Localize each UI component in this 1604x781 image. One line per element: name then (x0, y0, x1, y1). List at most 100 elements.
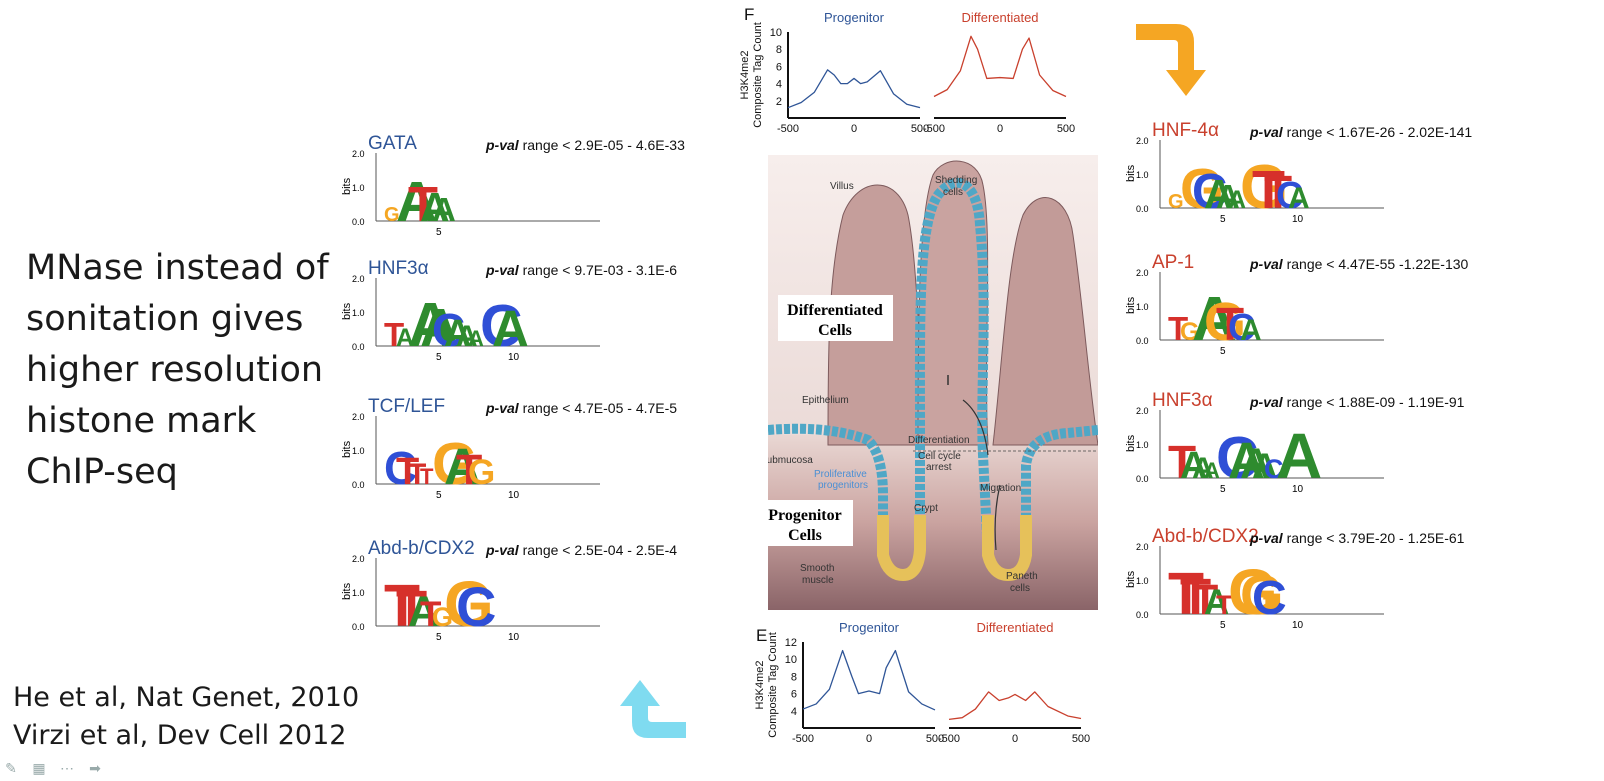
logo-ytick: 2.0 (1136, 542, 1149, 552)
progenitor-profile-line (787, 69, 921, 109)
logo-ytick: 1.0 (1136, 170, 1149, 180)
more-icon[interactable]: ⋯ (60, 760, 74, 776)
logo-xtick: 5 (436, 632, 442, 643)
logo-letter: T (384, 316, 404, 353)
logo-letter: T (384, 573, 420, 639)
profile-xtick: 500 (926, 733, 944, 745)
logo-letter: T (1168, 310, 1188, 347)
logo-letter: A (1252, 447, 1277, 486)
logo-letter: A (444, 313, 471, 355)
logo-letter: T (1252, 160, 1285, 220)
progenitor-cells-label-2: Cells (788, 527, 822, 544)
pval-text: range < 2.9E-05 - 4.6E-33 (522, 137, 685, 153)
logo-ylabel: bits (1125, 296, 1137, 314)
profile-ytick: 6 (776, 61, 782, 73)
logo-letter: A (1276, 420, 1322, 492)
logo-letter: C (1252, 572, 1287, 625)
pval-range: p-val range < 3.79E-20 - 1.25E-61 (1250, 530, 1464, 546)
differentiated-label: Differentiated (961, 10, 1038, 25)
logo-letter: C (432, 304, 465, 356)
logo-letter: C (456, 575, 496, 638)
logo-letter: T (1192, 576, 1218, 624)
logo-ytick: 2.0 (352, 149, 365, 159)
logo-letter: G (384, 204, 400, 226)
logo-letter: A (1228, 432, 1265, 489)
logo-letter: A (420, 298, 459, 358)
logo-ytick: 0.0 (1136, 474, 1149, 484)
motif-name: AP-1 (1152, 252, 1195, 273)
logo-letter: A (408, 588, 439, 636)
pval-range: p-val range < 2.5E-04 - 2.5E-4 (486, 542, 677, 558)
logo-letter: G (1240, 563, 1284, 626)
logo-letter: G (432, 602, 453, 632)
logo-letter: T (1216, 590, 1233, 620)
logo-ylabel: bits (341, 440, 353, 458)
progenitor-cells-box (768, 500, 853, 546)
differentiated-label: Differentiated (976, 620, 1053, 635)
crypt-label: Crypt (914, 503, 938, 514)
logo-xtick: 5 (1220, 214, 1226, 225)
migration-label: Migration (980, 483, 1021, 494)
pval-label: p-val (486, 262, 519, 278)
motif-name: HNF3α (368, 258, 429, 279)
logo-ylabel: bits (341, 177, 353, 195)
body-line: ChIP-seq (26, 452, 178, 492)
logo-xtick: 10 (508, 490, 520, 501)
logo-letter: A (1204, 171, 1234, 217)
logo-ytick: 1.0 (352, 308, 365, 318)
pval-range: p-val range < 1.88E-09 - 1.19E-91 (1250, 394, 1464, 410)
logo-letter: A (1204, 583, 1229, 622)
motif-logo-panel: GATA p-val range < 2.9E-05 - 4.6E-33 bits 2… (340, 133, 720, 243)
orange-curved-arrow-icon (1136, 24, 1206, 96)
logo-ytick: 0.0 (1136, 610, 1149, 620)
pval-label: p-val (1250, 256, 1283, 272)
cyan-curved-arrow-icon (620, 680, 686, 738)
logo-ytick: 2.0 (1136, 268, 1149, 278)
profile-ytick: 8 (776, 44, 782, 56)
logo-letter: A (1180, 445, 1207, 487)
logo-letter: T (396, 580, 427, 637)
shedding-label-1: Shedding (935, 175, 977, 186)
cell-cycle-label-1: Cell cycle (918, 451, 961, 462)
shedding-label-2: cells (943, 187, 963, 198)
logo-letter: G (1240, 153, 1288, 222)
profile-ylabel: H3K4me2 (740, 51, 751, 100)
logo-letter: C (1192, 165, 1227, 219)
motif-name: Abd-b/CDX2 (368, 538, 475, 559)
logo-xtick: 5 (436, 352, 442, 363)
slide-grid-icon[interactable]: ▦ (32, 760, 46, 776)
logo-ylabel: bits (1125, 164, 1137, 182)
proliferative-label-1: Proliferative (814, 469, 867, 480)
next-arrow-icon[interactable]: ➡ (89, 760, 101, 776)
logo-letter: G (1180, 318, 1199, 346)
differentiated-cells-label-2: Cells (818, 322, 852, 339)
profile-xtick: -500 (792, 733, 814, 745)
profile-xtick: 0 (1012, 733, 1018, 745)
progenitor-label: Progenitor (824, 10, 885, 25)
slideshow-toolbar: ✎ ▦ ⋯ ➡ (0, 760, 112, 778)
logo-ytick: 0.0 (352, 622, 365, 632)
logo-letter: C (1276, 175, 1303, 217)
logo-letter: A (1216, 178, 1240, 215)
logo-letter: A (1240, 440, 1271, 488)
logo-ytick: 2.0 (352, 412, 365, 422)
pval-text: range < 1.67E-26 - 2.02E-141 (1286, 124, 1473, 140)
profile-ytick: 6 (791, 689, 797, 701)
smooth-muscle-label-2: muscle (802, 575, 834, 586)
logo-letter: T (408, 458, 426, 491)
profile-xtick: 500 (911, 123, 929, 135)
logo-xtick: 5 (1220, 620, 1226, 631)
logo-letter: G (1180, 157, 1224, 221)
profile-ytick: 4 (791, 706, 797, 718)
logo-letter: T (420, 464, 434, 489)
logo-letter: A (468, 326, 484, 351)
pval-range: p-val range < 4.47E-55 -1.22E-130 (1250, 256, 1468, 272)
logo-letter: G (1168, 191, 1184, 213)
logo-ytick: 2.0 (1136, 406, 1149, 416)
motif-logo-panel: Abd-b/CDX2 p-val range < 2.5E-04 - 2.5E-4… (340, 538, 720, 648)
pen-icon[interactable]: ✎ (5, 760, 17, 776)
